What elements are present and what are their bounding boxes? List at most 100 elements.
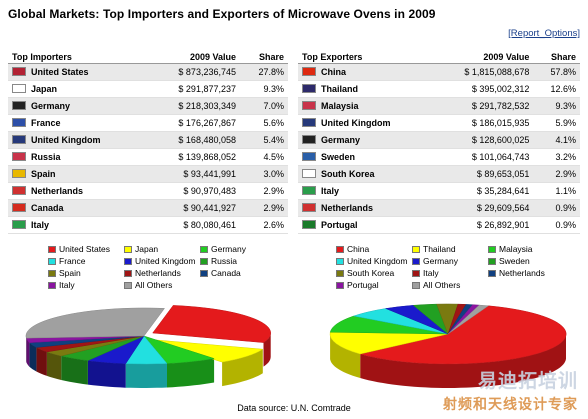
legend-swatch: [336, 258, 344, 265]
country-cell: United States: [8, 63, 147, 81]
pie-slice-japan: [151, 339, 264, 363]
pie-slice-china: [360, 305, 567, 365]
table-row: South Korea $ 89,653,051 2.9%: [298, 165, 580, 183]
legend-item: France: [48, 256, 85, 266]
country-cell: Thailand: [298, 80, 432, 98]
legend-label: All Others: [423, 280, 461, 290]
legend-swatch: [200, 258, 208, 265]
legend-label: Malaysia: [499, 244, 533, 254]
table-row: Japan $ 291,877,237 9.3%: [8, 80, 288, 98]
value-cell: $ 186,015,935: [431, 114, 534, 132]
legend-item: All Others: [124, 280, 172, 290]
flag-icon: [302, 84, 316, 93]
value-cell: $ 26,892,901: [431, 216, 534, 234]
country-cell: China: [298, 63, 432, 81]
page-title: Global Markets: Top Importers and Export…: [8, 7, 436, 21]
country-name: Spain: [31, 169, 56, 179]
legend-swatch: [488, 270, 496, 277]
value-cell: $ 873,236,745: [146, 63, 240, 81]
country-name: Russia: [31, 152, 61, 162]
country-cell: France: [8, 114, 147, 132]
flag-icon: [12, 135, 26, 144]
value-cell: $ 168,480,058: [146, 131, 240, 149]
table-row: China $ 1,815,088,678 57.8%: [298, 63, 580, 81]
pie-slice-side: [46, 351, 62, 380]
legend-swatch: [488, 258, 496, 265]
country-cell: Italy: [8, 216, 147, 234]
legend-item: Japan: [124, 244, 158, 254]
legend-label: Germany: [211, 244, 246, 254]
report-options-link[interactable]: [Report_Options]: [508, 28, 580, 39]
country-name: Netherlands: [31, 186, 84, 196]
legend-swatch: [124, 270, 132, 277]
legend-swatch: [200, 246, 208, 253]
share-cell: 1.1%: [533, 182, 580, 200]
legend-item: Germany: [200, 244, 246, 254]
legend-label: China: [347, 244, 370, 254]
value-cell: $ 395,002,312: [431, 80, 534, 98]
share-cell: 3.0%: [239, 165, 288, 183]
flag-icon: [302, 186, 316, 195]
legend-item: Sweden: [488, 256, 530, 266]
flag-icon: [12, 186, 26, 195]
legend-label: Italy: [423, 268, 439, 278]
country-name: Italy: [31, 220, 50, 230]
flag-icon: [12, 84, 26, 93]
country-name: Japan: [31, 84, 58, 94]
data-source-note: Data source: U.N. Comtrade: [237, 403, 351, 413]
exporters-table: Top Exporters 2009 Value Share China $ 1,…: [298, 50, 580, 234]
value-cell: $ 218,303,349: [146, 97, 240, 115]
table-row: Italy $ 80,080,461 2.6%: [8, 216, 288, 234]
country-name: Malaysia: [321, 101, 359, 111]
country-cell: Sweden: [298, 148, 432, 166]
exporters-legend: China Thailand Malaysia United Kingdom Germa…: [336, 244, 576, 294]
legend-swatch: [412, 270, 420, 277]
pie-slice-united-states: [152, 305, 271, 343]
legend-item: South Korea: [336, 268, 394, 278]
flag-icon: [302, 67, 316, 76]
legend-swatch: [124, 258, 132, 265]
importers-pie-chart: [25, 305, 271, 388]
legend-swatch: [124, 282, 132, 289]
table-row: Netherlands $ 29,609,564 0.9%: [298, 199, 580, 217]
value-cell: $ 80,080,461: [146, 216, 240, 234]
watermark-subtitle: 射频和天线设计专家: [443, 396, 578, 412]
share-cell: 3.2%: [533, 148, 580, 166]
legend-item: Germany: [412, 256, 458, 266]
legend-label: Japan: [135, 244, 159, 254]
country-cell: Spain: [8, 165, 147, 183]
value-cell: $ 29,609,564: [431, 199, 534, 217]
legend-item: Portugal: [336, 280, 379, 290]
table-row: Russia $ 139,868,052 4.5%: [8, 148, 288, 166]
legend-item: United States: [48, 244, 110, 254]
country-name: Sweden: [321, 152, 356, 162]
value-cell: $ 90,970,483: [146, 182, 240, 200]
pie-slice-side: [61, 356, 88, 385]
importers-table: Top Importers 2009 Value Share United St…: [8, 50, 288, 234]
share-cell: 2.9%: [533, 165, 580, 183]
table-row: United Kingdom $ 186,015,935 5.9%: [298, 114, 580, 132]
legend-swatch: [412, 282, 420, 289]
exporters-value-header: 2009 Value: [431, 50, 534, 64]
legend-label: Thailand: [423, 244, 456, 254]
legend-item: United Kingdom: [124, 256, 195, 266]
value-cell: $ 139,868,052: [146, 148, 240, 166]
legend-swatch: [412, 258, 420, 265]
country-cell: South Korea: [298, 165, 432, 183]
importers-value-header: 2009 Value: [146, 50, 240, 64]
pie-slice-side: [167, 358, 215, 388]
country-cell: United Kingdom: [8, 131, 147, 149]
share-cell: 57.8%: [533, 63, 580, 81]
legend-item: Netherlands: [488, 268, 545, 278]
importers-legend: United States Japan Germany France United Ki…: [48, 244, 288, 294]
country-cell: Portugal: [298, 216, 432, 234]
country-cell: Netherlands: [8, 182, 147, 200]
legend-label: United States: [59, 244, 111, 254]
value-cell: $ 35,284,641: [431, 182, 534, 200]
importers-country-header: Top Importers: [8, 50, 147, 64]
country-name: United Kingdom: [321, 118, 391, 128]
legend-label: Canada: [211, 268, 241, 278]
table-row: Italy $ 35,284,641 1.1%: [298, 182, 580, 200]
table-row: Malaysia $ 291,782,532 9.3%: [298, 97, 580, 115]
share-cell: 12.6%: [533, 80, 580, 98]
